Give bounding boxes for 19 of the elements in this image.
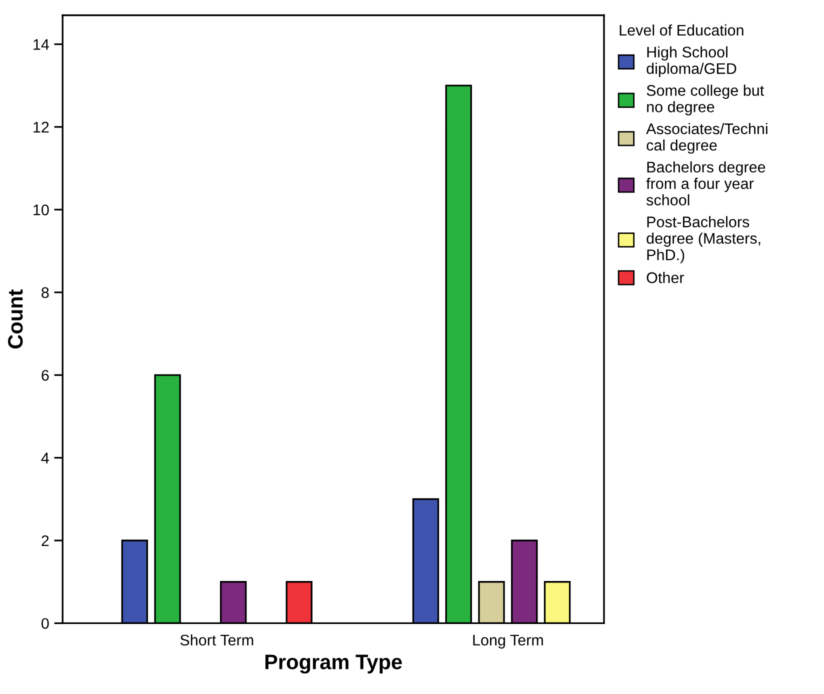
y-tick-label: 12 [34, 122, 49, 132]
legend-label: Associates/Techni cal degree [646, 122, 768, 154]
x-tick-label: Short Term [180, 634, 254, 646]
y-tick-label: 8 [42, 287, 49, 298]
legend-label: Some college but no degree [646, 84, 764, 116]
y-tick-label: 4 [41, 452, 49, 464]
legend-label: Post-Bachelors degree (Masters, PhD.) [646, 216, 760, 264]
legend-label: Other [646, 272, 684, 284]
y-tick-label: 6 [42, 370, 49, 381]
y-axis-title: Count [8, 289, 23, 348]
y-tick-label: 10 [34, 204, 49, 216]
y-tick-label: 14 [34, 39, 49, 50]
x-tick-label: Long Term [473, 634, 543, 649]
y-tick-label: 0 [42, 618, 49, 629]
legend-title: Level of Education [620, 24, 744, 36]
x-axis-title: Program Type [265, 654, 402, 674]
legend-label: Bachelors degree from a four year school [646, 161, 766, 206]
y-tick-label: 2 [42, 535, 49, 546]
legend-label: High School diploma/GED [646, 46, 736, 78]
